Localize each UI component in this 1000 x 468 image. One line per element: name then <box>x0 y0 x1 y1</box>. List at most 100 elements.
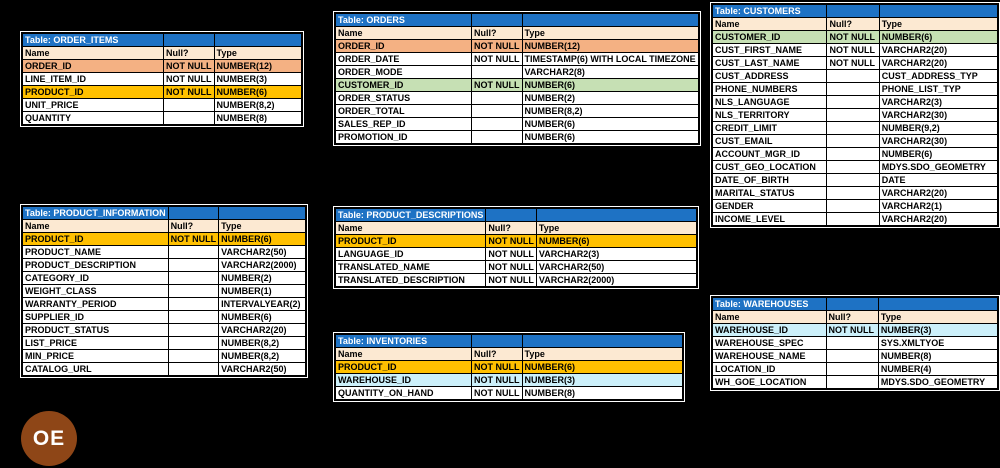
table-title: Table: ORDER_ITEMS <box>21 32 164 47</box>
column-header: Null? <box>167 219 220 233</box>
null-cell: NOT NULL <box>471 78 523 92</box>
table-row: ORDER_TOTAL NUMBER(8,2) <box>334 104 700 118</box>
type-cell: VARCHAR2(2000) <box>218 258 307 272</box>
table-row: WAREHOUSE_ID NOT NULL NUMBER(3) <box>711 323 999 337</box>
type-cell: NUMBER(3) <box>521 373 683 387</box>
null-cell: NOT NULL <box>826 30 880 44</box>
type-cell: NUMBER(4) <box>877 362 999 376</box>
null-cell <box>167 258 220 272</box>
null-cell: NOT NULL <box>485 273 537 288</box>
name-cell: PRODUCT_ID <box>334 360 472 374</box>
table-row: TRANSLATED_NAME NOT NULL VARCHAR2(50) <box>334 260 698 274</box>
table-row: PRODUCT_ID NOT NULL NUMBER(6) <box>21 232 307 246</box>
type-cell: INTERVALYEAR(2) <box>218 297 307 311</box>
null-cell <box>826 108 880 122</box>
table-title-spacer <box>521 12 700 27</box>
table-row: PRODUCT_STATUS VARCHAR2(20) <box>21 323 307 337</box>
type-cell: VARCHAR2(1) <box>878 199 999 213</box>
null-cell <box>167 284 220 298</box>
type-cell: TIMESTAMP(6) WITH LOCAL TIMEZONE <box>521 52 700 66</box>
name-cell: WAREHOUSE_ID <box>711 323 827 337</box>
null-cell <box>471 91 523 105</box>
table-inventories: Table: INVENTORIES Name Null? Type PRODUCT_I… <box>333 332 685 402</box>
table-row: CUST_EMAIL VARCHAR2(30) <box>711 134 999 148</box>
null-cell <box>826 199 880 213</box>
null-cell <box>826 173 880 187</box>
name-cell: CUST_GEO_LOCATION <box>711 160 828 174</box>
table-title-row: Table: WAREHOUSES <box>711 296 999 311</box>
type-cell: CUST_ADDRESS_TYP <box>878 69 999 83</box>
type-cell: VARCHAR2(20) <box>878 56 999 70</box>
null-cell <box>471 104 523 118</box>
column-header: Type <box>878 17 999 31</box>
name-cell: PRODUCT_DESCRIPTION <box>21 258 169 272</box>
name-cell: PHONE_NUMBERS <box>711 82 828 96</box>
null-cell <box>167 323 220 337</box>
null-cell <box>826 82 880 96</box>
null-cell: NOT NULL <box>163 59 215 73</box>
name-cell: WAREHOUSE_SPEC <box>711 336 827 350</box>
schema-table: Table: INVENTORIES Name Null? Type PRODUCT_I… <box>334 333 684 401</box>
type-cell: NUMBER(6) <box>521 78 700 92</box>
column-header: Name <box>21 46 164 60</box>
null-cell <box>471 117 523 131</box>
table-row: WARRANTY_PERIOD INTERVALYEAR(2) <box>21 297 307 311</box>
table-product-descriptions: Table: PRODUCT_DESCRIPTIONS Name Null? Type… <box>333 206 699 289</box>
type-cell: NUMBER(12) <box>213 59 302 73</box>
table-row: WAREHOUSE_ID NOT NULL NUMBER(3) <box>334 373 683 387</box>
name-cell: CREDIT_LIMIT <box>711 121 828 135</box>
table-title-spacer <box>825 296 879 311</box>
name-cell: CUST_FIRST_NAME <box>711 43 828 57</box>
name-cell: WAREHOUSE_NAME <box>711 349 827 363</box>
column-header: Name <box>711 310 827 324</box>
null-cell <box>825 362 879 376</box>
type-cell: VARCHAR2(30) <box>878 134 999 148</box>
name-cell: ORDER_MODE <box>334 65 472 79</box>
null-cell <box>826 212 880 227</box>
table-row: PRODUCT_NAME VARCHAR2(50) <box>21 245 307 259</box>
type-cell: NUMBER(6) <box>521 130 700 145</box>
table-title-spacer <box>521 333 683 348</box>
table-row: CATALOG_URL VARCHAR2(50) <box>21 362 307 377</box>
table-title: Table: INVENTORIES <box>334 333 472 348</box>
table-title-spacer <box>167 205 220 220</box>
table-row: MARITAL_STATUS VARCHAR2(20) <box>711 186 999 200</box>
column-header-row: Name Null? Type <box>21 46 302 60</box>
null-cell <box>826 121 880 135</box>
name-cell: QUANTITY_ON_HAND <box>334 386 472 401</box>
null-cell <box>826 160 880 174</box>
name-cell: TRANSLATED_DESCRIPTION <box>334 273 487 288</box>
type-cell: VARCHAR2(30) <box>878 108 999 122</box>
table-warehouses: Table: WAREHOUSES Name Null? Type WAREHOUSE_… <box>710 295 1000 391</box>
table-title-spacer <box>535 207 698 222</box>
type-cell: NUMBER(6) <box>535 234 698 248</box>
table-title: Table: PRODUCT_INFORMATION <box>21 205 169 220</box>
table-row: CUST_LAST_NAME NOT NULL VARCHAR2(20) <box>711 56 999 70</box>
table-title-spacer <box>877 296 999 311</box>
name-cell: CUST_LAST_NAME <box>711 56 828 70</box>
type-cell: VARCHAR2(20) <box>218 323 307 337</box>
type-cell: NUMBER(3) <box>877 323 999 337</box>
type-cell: VARCHAR2(50) <box>218 245 307 259</box>
table-title-spacer <box>163 32 215 47</box>
table-row: CATEGORY_ID NUMBER(2) <box>21 271 307 285</box>
schema-table: Table: CUSTOMERS Name Null? Type CUSTOMER_ID… <box>711 3 999 227</box>
null-cell <box>167 245 220 259</box>
type-cell: PHONE_LIST_TYP <box>878 82 999 96</box>
table-title-spacer <box>471 12 523 27</box>
null-cell: NOT NULL <box>826 56 880 70</box>
name-cell: ORDER_ID <box>21 59 164 73</box>
type-cell: VARCHAR2(3) <box>878 95 999 109</box>
column-header: Name <box>711 17 828 31</box>
table-row: CUSTOMER_ID NOT NULL NUMBER(6) <box>334 78 700 92</box>
oe-badge-label: OE <box>32 426 66 450</box>
table-title-row: Table: INVENTORIES <box>334 333 683 348</box>
table-row: WH_GOE_LOCATION MDYS.SDO_GEOMETRY <box>711 375 999 390</box>
table-row: LIST_PRICE NUMBER(8,2) <box>21 336 307 350</box>
table-title-spacer <box>471 333 523 348</box>
name-cell: PRODUCT_NAME <box>21 245 169 259</box>
null-cell <box>826 147 880 161</box>
null-cell <box>826 69 880 83</box>
null-cell: NOT NULL <box>485 260 537 274</box>
